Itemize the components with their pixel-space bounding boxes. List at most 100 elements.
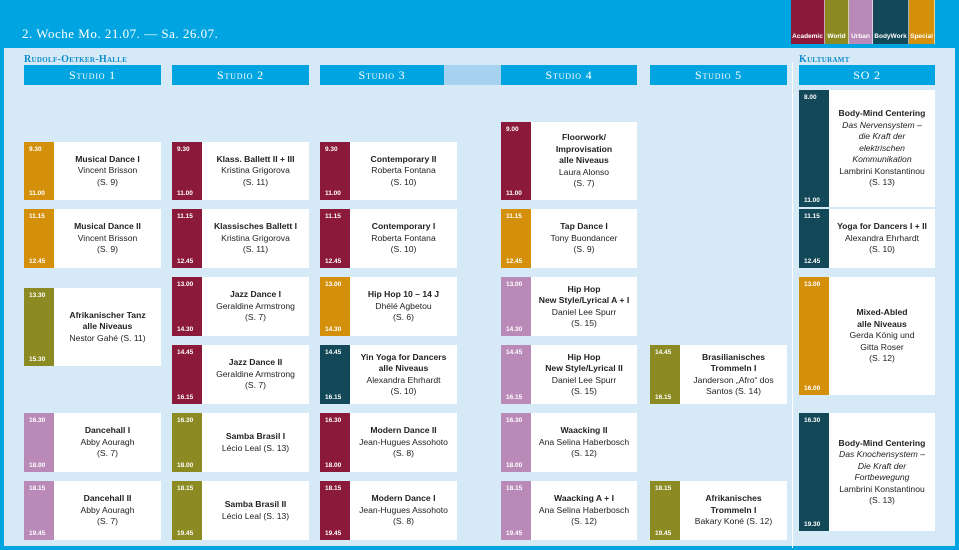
course-subtitle: Das Nervensystem – <box>842 119 922 130</box>
start-time: 18.15 <box>655 485 672 492</box>
end-time: 16.15 <box>655 394 672 401</box>
course-title: Improvisation <box>555 143 613 154</box>
start-time: 11.15 <box>506 213 522 220</box>
week-title: 2. Woche Mo. 21.07. — Sa. 26.07. <box>22 26 219 41</box>
course-title: Klassisches Ballett I <box>213 221 298 232</box>
course-slot: 16.30 18.00 Waacking II Ana Selina Haberbos… <box>501 413 637 472</box>
course-detail: (S. 11) <box>242 244 269 255</box>
end-time: 14.30 <box>325 326 342 333</box>
course-detail: Lécio Leal (S. 13) <box>221 442 290 453</box>
start-time: 11.15 <box>804 213 820 220</box>
course-text: Dancehall II Abby Aouragh (S. 7) <box>54 481 161 540</box>
course-detail: (S. 7) <box>244 312 266 323</box>
course-text: Musical Dance II Vincent Brisson (S. 9) <box>54 209 161 268</box>
course-slot: 11.15 12.45 Contemporary I Roberta Fontana(… <box>320 209 457 268</box>
start-time: 13.00 <box>177 281 194 288</box>
course-slot: 13.00 14.30 Jazz Dance I Geraldine Armstron… <box>172 277 309 336</box>
course-text: Waacking A + I Ana Selina Haberbosch (S. 1… <box>531 481 637 540</box>
course-text: Samba Brasil II Lécio Leal (S. 13) <box>202 481 309 540</box>
course-slot: 18.15 19.45 Waacking A + I Ana Selina Haber… <box>501 481 637 540</box>
course-slot: 18.15 19.45 Modern Dance I Jean-Hugues Asso… <box>320 481 457 540</box>
course-slot: 14.45 16.15 Brasilianisches Trommeln I Jande… <box>650 345 787 404</box>
course-detail: (S. 10) <box>390 244 417 255</box>
course-slot: 16.30 18.00 Modern Dance II Jean-Hugues Ass… <box>320 413 457 472</box>
start-time: 13.00 <box>506 281 523 288</box>
category-color-bar: 9.00 11.00 <box>501 122 531 200</box>
start-time: 14.45 <box>177 349 194 356</box>
category-color-bar: 13.00 14.30 <box>320 277 350 336</box>
course-detail: (S. 11) <box>242 176 269 187</box>
course-slot: 18.15 19.45 Samba Brasil II Lécio Leal (S. … <box>172 481 309 540</box>
course-detail: Janderson „Afro“ dos <box>693 374 774 385</box>
course-detail: (S. 7) <box>244 380 266 391</box>
course-detail: (S. 8) <box>392 448 414 459</box>
start-time: 11.15 <box>325 213 341 220</box>
category-color-bar: 13.00 14.30 <box>501 277 531 336</box>
column-header-studio-5: Studio 5 <box>650 65 787 85</box>
start-time: 13.30 <box>29 292 46 299</box>
start-time: 16.30 <box>804 417 821 424</box>
course-slot: 13.00 14.30 Hip Hop 10 – 14 J Dhélé Agbetou… <box>320 277 457 336</box>
category-color-bar: 16.30 18.00 <box>24 413 54 472</box>
course-text: Floorwork/Improvisation alle Niveaus Laura… <box>531 122 637 200</box>
end-time: 14.30 <box>177 326 194 333</box>
course-detail: (S. 9) <box>573 244 595 255</box>
course-detail: Tony Buondancer <box>550 232 618 243</box>
course-title: Afrikanischer Tanz <box>69 309 146 320</box>
course-text: Dancehall I Abby Aouragh (S. 7) <box>54 413 161 472</box>
course-text: Brasilianisches Trommeln I Janderson „Afro… <box>680 345 787 404</box>
course-detail: Kristina Grigorova <box>221 165 290 176</box>
course-detail: Lambrini Konstantinou <box>839 483 925 494</box>
start-time: 11.15 <box>29 213 45 220</box>
end-time: 11.00 <box>506 190 522 197</box>
end-time: 19.45 <box>29 530 46 537</box>
category-color-bar: 16.30 18.00 <box>172 413 202 472</box>
column-header-so-2: SO 2 <box>799 65 935 85</box>
course-title: Floorwork/ <box>562 132 606 143</box>
course-title: alle Niveaus <box>559 155 609 166</box>
course-subtitle: die Kraft der <box>858 131 906 142</box>
course-detail: (S. 10) <box>869 244 895 255</box>
schedule-panel <box>4 48 955 546</box>
course-slot: 8.00 11.00 Body-Mind Centering Das Nervensy… <box>799 90 935 207</box>
end-time: 12.45 <box>804 258 821 265</box>
category-color-bar: 8.00 11.00 <box>799 90 829 207</box>
end-time: 16.15 <box>177 394 194 401</box>
course-slot: 13.00 14.30 Hip Hop New Style/Lyrical A + I… <box>501 277 637 336</box>
course-text: Modern Dance II Jean-Hugues Assohoto (S. 8… <box>350 413 457 472</box>
course-detail: (S. 13) <box>869 177 895 188</box>
course-title: Musical Dance I <box>75 153 140 164</box>
course-title: Contemporary I <box>371 221 436 232</box>
end-time: 18.00 <box>177 462 194 469</box>
course-slot: 13.30 15.30 Afrikanischer Tanz alle Niveaus… <box>24 288 161 366</box>
course-detail: (S. 6) <box>392 312 414 323</box>
end-time: 11.00 <box>177 190 193 197</box>
course-text: Waacking II Ana Selina Haberbosch (S. 12) <box>531 413 637 472</box>
legend-bodywork: BodyWork <box>873 0 909 44</box>
course-text: Mixed-Abled alle Niveaus Gerda König und Gi… <box>829 277 935 395</box>
course-detail: Kristina Grigorova <box>221 232 290 243</box>
category-color-bar: 18.15 19.45 <box>501 481 531 540</box>
course-detail: (S. 10) <box>390 176 417 187</box>
course-detail: Vincent Brisson <box>77 232 138 243</box>
end-time: 11.00 <box>325 190 341 197</box>
venue-label-left: Rudolf-Oetker-Halle <box>24 54 128 65</box>
start-time: 18.15 <box>325 485 342 492</box>
course-slot: 14.45 16.15 Hip Hop New Style/Lyrical II Dan… <box>501 345 637 404</box>
course-slot: 11.15 12.45 Yoga for Dancers I + II Alexand… <box>799 209 935 268</box>
legend-special: Special <box>909 0 935 44</box>
course-detail: Roberta Fontana <box>371 165 436 176</box>
course-detail: Dhélé Agbetou <box>375 300 432 311</box>
category-color-bar: 13.00 14.30 <box>172 277 202 336</box>
end-time: 19.45 <box>655 530 672 537</box>
course-detail: (S. 7) <box>96 448 118 459</box>
course-detail: (S. 12) <box>869 353 895 364</box>
course-slot: 9.30 11.00 Musical Dance I Vincent Brisson(… <box>24 142 161 200</box>
course-text: Contemporary II Roberta Fontana (S. 10) <box>350 142 457 200</box>
course-title: Dancehall I <box>84 425 131 436</box>
course-text: Jazz Dance I Geraldine Armstrong (S. 7) <box>202 277 309 336</box>
category-color-bar: 18.15 19.45 <box>24 481 54 540</box>
legend-urban: Urban <box>849 0 873 44</box>
course-detail: Ana Selina Haberbosch <box>538 504 630 515</box>
